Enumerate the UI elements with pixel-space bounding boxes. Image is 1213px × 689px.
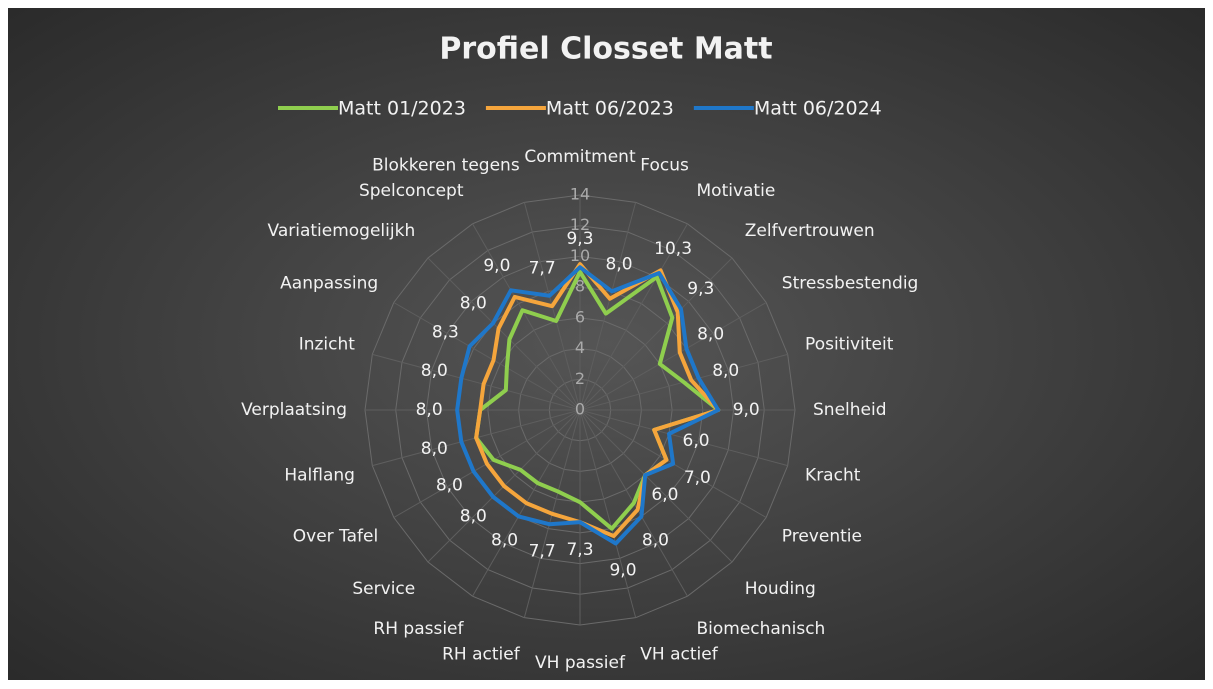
value-label: 6,0 [683, 431, 710, 451]
spoke [579, 302, 767, 411]
spoke [579, 257, 733, 411]
spoke [372, 353, 581, 411]
value-label: 8,0 [606, 254, 633, 274]
category-label: Houding [745, 579, 816, 599]
category-label: Focus [640, 156, 689, 176]
category-label: VH passief [535, 653, 626, 673]
category-label: Snelheid [813, 400, 887, 420]
series-line [455, 265, 721, 546]
category-label: Halflang [284, 465, 355, 485]
series-line [474, 269, 721, 531]
value-label: 9,0 [733, 400, 760, 420]
legend-label: Matt 06/2024 [754, 98, 882, 120]
value-label: 9,0 [483, 256, 510, 276]
category-label: Variatiemogelijkh [268, 221, 416, 241]
value-label: 9,3 [566, 229, 593, 249]
value-label: 7,7 [529, 541, 556, 561]
category-label: Kracht [805, 465, 861, 485]
value-label: 8,0 [460, 293, 487, 313]
category-label: Inzicht [299, 335, 356, 355]
spoke [579, 409, 637, 618]
category-label: Blokkeren tegens [372, 156, 520, 176]
value-label: 7,3 [566, 540, 593, 560]
spoke [427, 257, 581, 411]
value-label: 8,0 [712, 361, 739, 381]
r-tick-label: 4 [575, 338, 585, 357]
value-label: 8,0 [421, 439, 448, 459]
r-tick-label: 14 [570, 185, 590, 204]
r-tick-label: 8 [575, 277, 585, 296]
value-label: 10,3 [654, 239, 692, 259]
category-label: Zelfvertrouwen [745, 221, 875, 241]
spoke [579, 223, 688, 411]
category-label: VH actief [640, 644, 718, 664]
r-tick-label: 2 [575, 369, 585, 388]
category-label: Commitment [524, 147, 636, 167]
value-label: 8,0 [421, 361, 448, 381]
category-label: Motivatie [697, 181, 776, 201]
category-label: Verplaatsing [241, 400, 347, 420]
r-tick-label: 6 [575, 307, 585, 326]
category-label: Stressbestendig [782, 274, 919, 294]
category-label: Biomechanisch [697, 619, 826, 639]
legend-label: Matt 06/2023 [546, 98, 674, 120]
spoke [472, 223, 581, 411]
value-label: 6,0 [651, 485, 678, 505]
r-tick-label: 10 [570, 246, 590, 265]
spoke [393, 302, 581, 411]
value-label: 7,0 [684, 468, 711, 488]
value-label: 9,3 [687, 279, 714, 299]
category-label: Over Tafel [293, 527, 378, 547]
value-label: 8,0 [491, 531, 518, 551]
value-label: 8,0 [436, 475, 463, 495]
value-label: 7,7 [529, 259, 556, 279]
spoke [579, 409, 733, 563]
r-tick-label: 12 [570, 215, 590, 234]
category-label: Preventie [782, 527, 862, 547]
value-label: 8,0 [416, 400, 443, 420]
value-label: 8,0 [460, 507, 487, 527]
background [8, 8, 1205, 680]
value-label: 8,0 [697, 325, 724, 345]
value-label: 8,3 [432, 322, 459, 342]
legend-label: Matt 01/2023 [338, 98, 466, 120]
spoke [579, 409, 788, 467]
spoke [579, 202, 637, 411]
chart-title: Profiel Closset Matt [439, 32, 772, 67]
category-label: Service [352, 579, 415, 599]
value-label: 8,0 [642, 531, 669, 551]
category-label: RH passief [373, 619, 464, 639]
r-tick-label: 0 [575, 400, 585, 419]
value-label: 9,0 [609, 561, 636, 581]
category-label: Positiviteit [805, 335, 894, 355]
category-label: RH actief [442, 644, 521, 664]
category-label: Aanpassing [280, 274, 378, 294]
category-label: Spelconcept [359, 181, 464, 201]
